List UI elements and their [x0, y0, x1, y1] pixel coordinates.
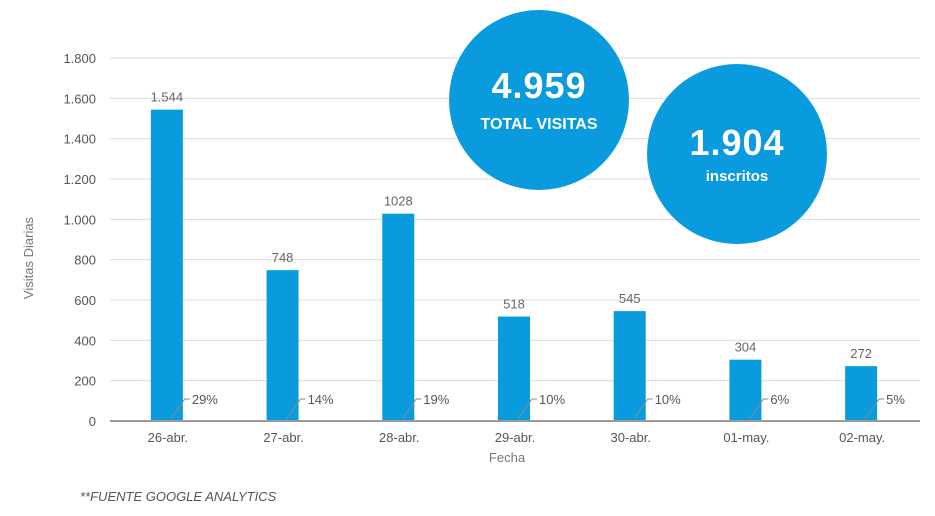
percent-label: 10% — [655, 392, 681, 407]
y-tick-label: 1.000 — [63, 212, 96, 227]
percent-leader-line — [633, 398, 653, 420]
y-tick-label: 600 — [74, 293, 96, 308]
bar — [266, 270, 299, 421]
bar — [150, 109, 183, 422]
enrolled-bubble: 1.904 inscritos — [647, 64, 827, 244]
y-tick-label: 1.600 — [63, 91, 96, 106]
bar-value-label: 748 — [272, 250, 294, 265]
bar-value-label: 304 — [735, 340, 757, 355]
bar-value-label: 272 — [850, 346, 872, 361]
enrolled-value: 1.904 — [689, 121, 785, 163]
bar — [498, 316, 530, 421]
bar-value-label: 1.544 — [151, 90, 184, 105]
percent-leader-line — [864, 398, 885, 420]
percent-label: 19% — [423, 392, 449, 407]
x-axis-ticks: 26-abr. 27-abr. 28-abr. 29-abr. 30-abr. 01-ma… — [148, 430, 886, 445]
x-tick-label: 30-abr. — [610, 430, 650, 445]
percent-label: 6% — [770, 392, 789, 407]
y-axis-ticks: 0 200 400 600 800 1.000 1.200 1.400 1.600 1.800 — [63, 51, 96, 429]
y-tick-label: 400 — [74, 333, 96, 348]
bar — [613, 311, 646, 421]
percent-leader-line — [749, 398, 769, 420]
y-tick-label: 1.400 — [63, 132, 96, 147]
x-tick-label: 01-may. — [723, 430, 769, 445]
percent-leader-line — [401, 398, 422, 420]
percent-label: 14% — [308, 392, 334, 407]
x-tick-label: 26-abr. — [148, 430, 188, 445]
bar-value-label: 518 — [503, 297, 525, 312]
y-tick-label: 800 — [74, 253, 96, 268]
percent-label: 29% — [192, 392, 218, 407]
bar — [382, 213, 415, 421]
bars: 1.544 29% 748 14% 1028 19% 518 10% 545 10% 304 6% 27… — [150, 90, 905, 422]
total-visits-label: TOTAL VISITAS — [480, 115, 598, 133]
y-axis-title: Visitas Diarias — [21, 216, 36, 299]
bar-value-label: 545 — [619, 291, 641, 306]
percent-leader-line — [517, 398, 537, 420]
percent-label: 10% — [539, 392, 565, 407]
x-tick-label: 28-abr. — [379, 430, 419, 445]
x-tick-label: 29-abr. — [495, 430, 535, 445]
y-tick-label: 1.200 — [63, 172, 96, 187]
percent-leader-line — [170, 398, 190, 420]
x-tick-label: 02-may. — [839, 430, 885, 445]
source-note: **FUENTE GOOGLE ANALYTICS — [80, 489, 277, 504]
bar — [729, 359, 762, 421]
x-axis-title: Fecha — [489, 450, 526, 465]
enrolled-label: inscritos — [705, 168, 769, 186]
y-tick-label: 1.800 — [63, 51, 96, 66]
total-visits-bubble: 4.959 TOTAL VISITAS — [449, 10, 629, 190]
percent-leader-line — [286, 398, 306, 420]
x-tick-label: 27-abr. — [263, 430, 303, 445]
bar-chart: 0 200 400 600 800 1.000 1.200 1.400 1.600 1.800 1… — [21, 51, 920, 465]
total-visits-value: 4.959 — [491, 65, 587, 107]
y-tick-label: 200 — [74, 374, 96, 389]
percent-label: 5% — [886, 392, 905, 407]
bar — [845, 366, 878, 421]
y-tick-label: 0 — [89, 414, 96, 429]
bar-value-label: 1028 — [384, 194, 413, 209]
